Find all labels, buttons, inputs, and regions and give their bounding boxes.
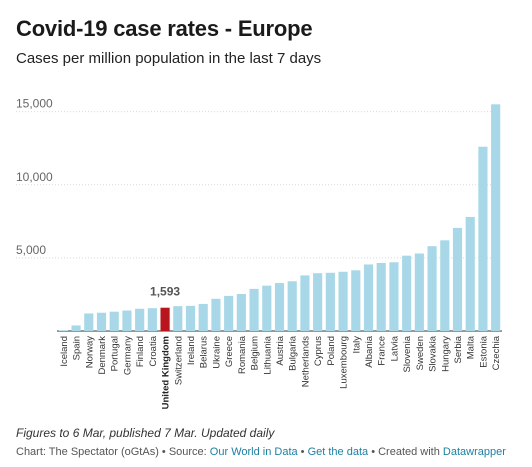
x-tick-label: Finland [135, 336, 146, 367]
x-tick-label: Sweden [415, 336, 426, 370]
data-label: 1,593 [150, 285, 180, 299]
bar-chart: 5,000 10,000 15,000 Iceland Spain Norway Denm… [16, 97, 502, 409]
bar [300, 275, 310, 331]
y-tick-label: 15,000 [16, 97, 53, 111]
bar [338, 271, 348, 331]
bar [427, 246, 437, 331]
x-tick-label: Latvia [389, 335, 400, 361]
x-tick-label: Greece [224, 336, 235, 367]
x-tick-label: Iceland [59, 336, 70, 367]
x-tick-label: Albania [364, 335, 375, 367]
x-tick-label: Lithuania [262, 335, 273, 374]
bars [58, 104, 501, 331]
bar [96, 312, 107, 331]
x-tick-label: Cyprus [313, 336, 324, 366]
x-tick-label: Luxembourg [339, 336, 350, 389]
bar [325, 272, 335, 331]
bar [198, 303, 208, 331]
bar [173, 306, 183, 331]
x-tick-label: Ireland [186, 336, 197, 365]
chart-notes: Figures to 6 Mar, published 7 Mar. Updat… [16, 426, 275, 440]
x-tick-label: Switzerland [173, 336, 184, 385]
bar [224, 295, 234, 331]
bar [313, 273, 323, 331]
x-tick-label: Serbia [453, 335, 464, 363]
y-tick-label: 10,000 [16, 170, 53, 184]
bar [376, 262, 386, 331]
x-tick-label: Slovakia [428, 335, 439, 372]
x-tick-label: Germany [122, 336, 133, 375]
x-tick-label: Spain [72, 336, 83, 360]
source-prefix: Chart: The Spectator (oGtAs) • Source: [16, 446, 210, 458]
bar [122, 310, 132, 331]
x-tick-label: Poland [326, 336, 337, 366]
bar [478, 146, 488, 331]
x-tick-label: Belgium [250, 336, 261, 370]
bar [236, 293, 246, 331]
bar [249, 288, 259, 331]
bar [287, 281, 297, 331]
bar [109, 311, 119, 331]
x-tick-label: Bulgaria [288, 335, 299, 371]
chart-subtitle: Cases per million population in the last… [16, 50, 322, 67]
bar [389, 262, 399, 331]
bar [71, 325, 81, 331]
bar [440, 240, 450, 331]
x-tick-label: Croatia [148, 335, 159, 366]
bar [135, 308, 145, 331]
created-with-text: • Created with [368, 446, 443, 458]
y-axis-labels: 5,000 10,000 15,000 [16, 97, 53, 257]
bar [351, 270, 361, 331]
x-tick-label: Ukraine [211, 336, 222, 369]
source-separator: • [297, 446, 308, 458]
chart-source: Chart: The Spectator (oGtAs) • Source: O… [16, 446, 506, 458]
datawrapper-link[interactable]: Datawrapper [442, 446, 506, 458]
x-tick-label: Portugal [110, 336, 121, 371]
x-axis-labels: Iceland Spain Norway Denmark Portugal Germany… [59, 335, 502, 409]
bar [274, 283, 285, 331]
y-tick-label: 5,000 [16, 243, 46, 257]
x-tick-label: France [377, 336, 388, 366]
bar [402, 255, 412, 331]
bar [84, 313, 94, 331]
x-tick-label: Malta [466, 335, 477, 359]
bar [58, 330, 68, 331]
x-tick-label: Denmark [97, 336, 108, 375]
bar [211, 298, 221, 331]
x-tick-label: Hungary [440, 336, 451, 372]
x-tick-label: Italy [351, 336, 362, 354]
x-tick-label: Netherlands [300, 336, 311, 387]
bar [185, 305, 196, 331]
x-tick-label: Austria [275, 335, 286, 365]
bar [262, 285, 272, 331]
x-tick-label: Norway [84, 336, 95, 368]
annotations: 1,593 [150, 285, 180, 299]
bar [491, 104, 501, 331]
bar [465, 216, 475, 331]
x-tick-label: Estonia [478, 335, 489, 367]
bar [452, 227, 463, 331]
chart-title: Covid-19 case rates - Europe [16, 16, 313, 41]
x-tick-label: United Kingdom [161, 336, 172, 409]
x-tick-label: Romania [237, 335, 248, 374]
bar [160, 307, 170, 331]
x-tick-label: Czechia [491, 335, 502, 370]
x-tick-label: Belarus [199, 336, 210, 368]
get-data-link[interactable]: Get the data [307, 446, 369, 458]
x-tick-label: Slovenia [402, 335, 413, 372]
bar [363, 264, 374, 331]
bar [147, 308, 157, 331]
source-link[interactable]: Our World in Data [209, 446, 298, 458]
bar [414, 253, 424, 331]
